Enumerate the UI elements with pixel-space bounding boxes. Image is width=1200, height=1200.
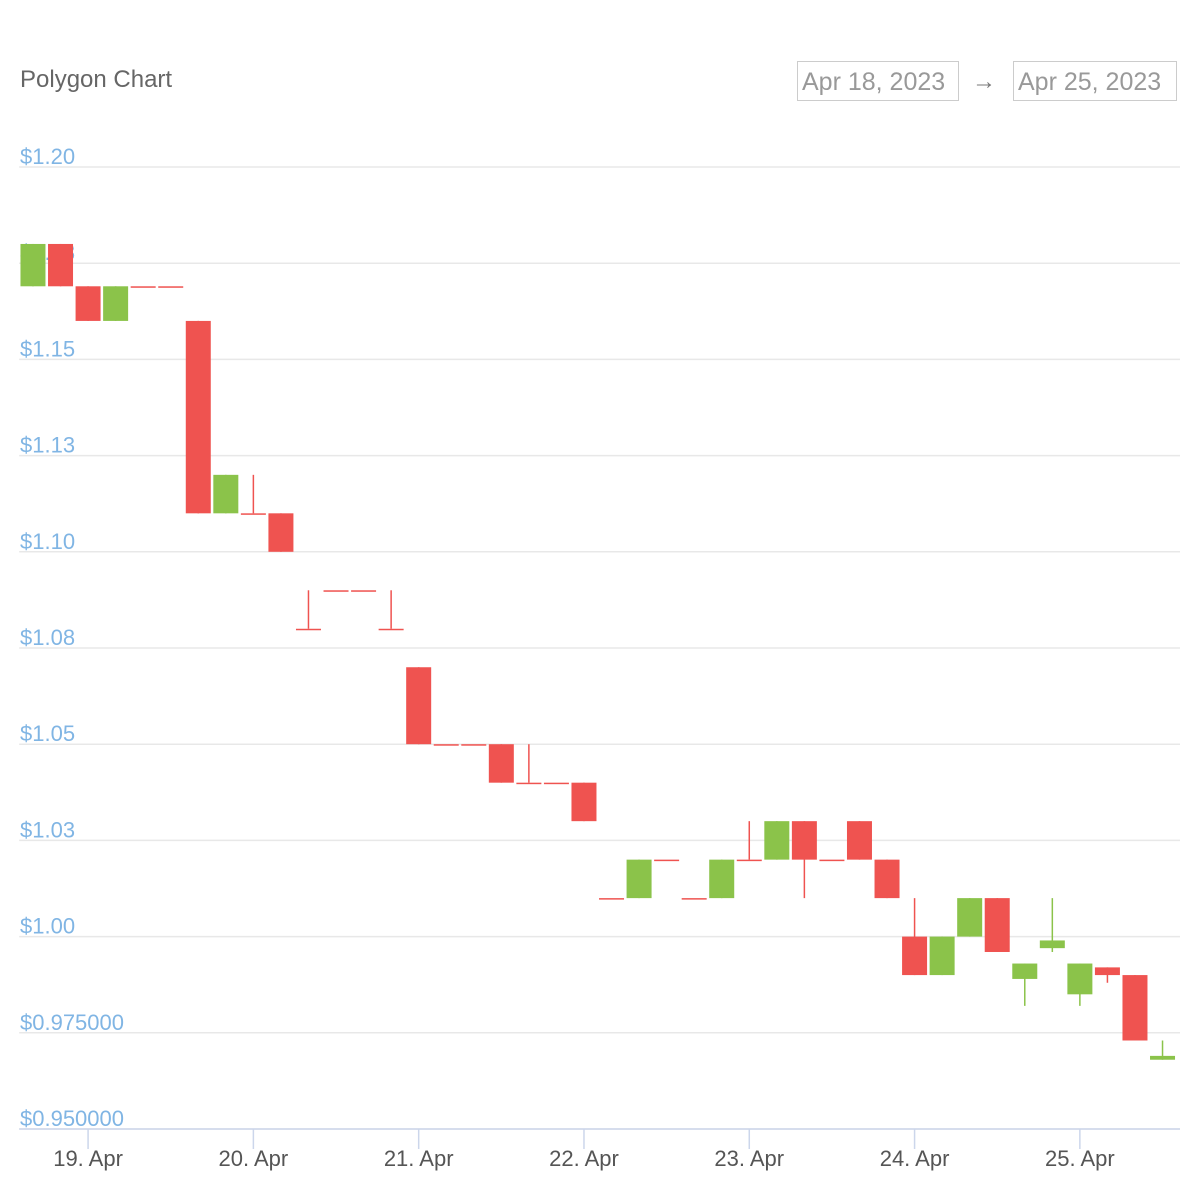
x-tick-label: 24. Apr <box>880 1146 950 1171</box>
end-date-input[interactable]: Apr 25, 2023 <box>1013 61 1177 101</box>
x-tick-label: 20. Apr <box>219 1146 289 1171</box>
candle-body <box>709 859 735 899</box>
y-tick-label: $1.20 <box>20 144 75 169</box>
x-tick-label: 25. Apr <box>1045 1146 1115 1171</box>
candle-body <box>103 286 129 321</box>
candle-body <box>599 898 625 900</box>
candle-body <box>433 744 459 746</box>
candle-body <box>571 782 597 822</box>
candle-body <box>378 628 404 631</box>
candle-body <box>268 513 294 552</box>
candle-body <box>240 513 266 515</box>
candle-body <box>791 821 817 860</box>
candle-body <box>323 590 349 592</box>
candle-body <box>984 898 1010 952</box>
x-tick-label: 19. Apr <box>53 1146 123 1171</box>
candle-body <box>516 782 542 785</box>
candle-body <box>1039 940 1065 949</box>
candle-body <box>929 936 955 976</box>
chart-title: Polygon Chart <box>20 66 173 93</box>
candle-body <box>185 320 211 514</box>
y-tick-label: $0.950000 <box>20 1106 124 1131</box>
candle-body <box>874 859 900 899</box>
x-tick-label: 23. Apr <box>714 1146 784 1171</box>
y-tick-label: $1.10 <box>20 529 75 554</box>
y-tick-label: $1.00 <box>20 914 75 939</box>
y-tick-label: $1.03 <box>20 817 75 842</box>
candle-body <box>819 859 845 862</box>
y-tick-label: $0.975000 <box>20 1010 124 1035</box>
x-tick-label: 22. Apr <box>549 1146 619 1171</box>
y-tick-label: $1.08 <box>20 625 75 650</box>
candle-body <box>461 744 487 746</box>
candle-body <box>351 590 377 592</box>
candle-body <box>75 286 101 321</box>
candle-body <box>295 628 321 631</box>
candle-body <box>1067 963 1093 995</box>
start-date-input[interactable]: Apr 18, 2023 <box>797 61 959 101</box>
candle-body <box>20 243 46 287</box>
y-tick-label: $1.05 <box>20 721 75 746</box>
candle-body <box>406 667 432 745</box>
candle-body <box>902 936 928 976</box>
candle-body <box>213 474 239 514</box>
candle-body <box>158 286 184 288</box>
range-separator: → <box>972 68 996 95</box>
candle-body <box>1150 1055 1176 1060</box>
candle-body <box>48 243 74 287</box>
candle-body <box>846 821 872 860</box>
x-tick-label: 21. Apr <box>384 1146 454 1171</box>
candle-body <box>681 898 707 900</box>
candle-body <box>543 782 569 785</box>
candle-body <box>654 859 680 862</box>
candle-body <box>764 821 790 860</box>
candle-body <box>130 286 156 288</box>
candle-body <box>488 744 514 783</box>
candle-body <box>1012 963 1038 979</box>
y-tick-label: $1.13 <box>20 433 75 458</box>
candle-body <box>736 859 762 862</box>
candle-body <box>957 898 983 937</box>
candle-body <box>1094 967 1120 976</box>
candle-body <box>626 859 652 899</box>
y-tick-label: $1.15 <box>20 336 75 361</box>
candle-body <box>1122 975 1148 1041</box>
